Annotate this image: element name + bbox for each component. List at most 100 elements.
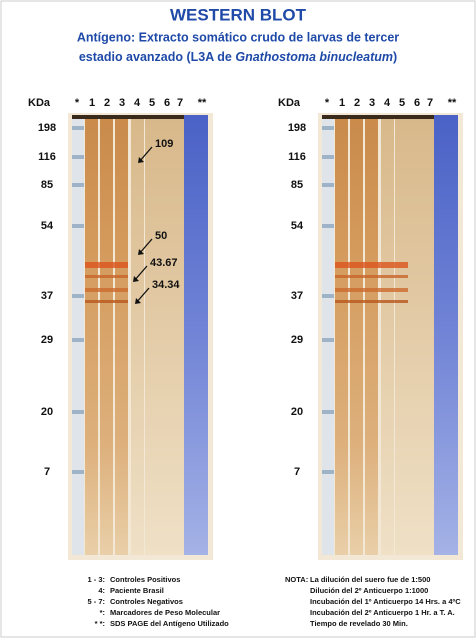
mw-label: 54 [291, 220, 304, 232]
subtitle-line: estadio avanzado (L3A de Gnathostoma bin… [79, 50, 397, 64]
band [85, 275, 128, 278]
lane-label: * [325, 97, 330, 109]
lane-label: 4 [134, 97, 141, 109]
marker-band [322, 338, 334, 342]
mw-label: 85 [41, 179, 53, 191]
band-annotation: 50 [155, 230, 167, 242]
band-annotation: 43.67 [150, 257, 178, 269]
band [85, 300, 128, 303]
mw-label: 116 [38, 151, 56, 163]
marker-band [322, 126, 334, 130]
marker-band [322, 155, 334, 159]
mw-label: 20 [41, 406, 53, 418]
band [335, 262, 408, 268]
unit-label: KDa [28, 97, 51, 109]
marker-lane [72, 115, 84, 555]
sds-lane [184, 115, 208, 555]
lane-label: 1 [89, 97, 95, 109]
arrow-head [138, 157, 144, 163]
marker-band [72, 294, 84, 298]
marker-band [322, 470, 334, 474]
mw-label: 198 [288, 122, 306, 134]
legend-text: Controles Negativos [110, 597, 183, 606]
mw-label: 29 [291, 334, 303, 346]
lane-label: 7 [177, 97, 183, 109]
lane-label: ** [198, 97, 207, 109]
legend-text: Controles Positivos [110, 575, 180, 584]
lane-label: 1 [339, 97, 345, 109]
legend-text: Paciente Brasil [110, 586, 164, 595]
subtitle-line: Antígeno: Extracto somático crudo de lar… [77, 30, 399, 44]
lane-label: 5 [149, 97, 155, 109]
arrow-head [133, 276, 139, 282]
lane-label: 4 [384, 97, 391, 109]
sample-lane [85, 115, 98, 555]
title: WESTERN BLOT [170, 5, 307, 24]
species: Gnathostoma binucleatum [235, 50, 393, 64]
legend-text: Marcadores de Peso Molecular [110, 608, 220, 617]
note-line: La dilución del suero fue de 1:500 [310, 575, 430, 584]
legend-key: *: [100, 608, 105, 617]
lane-label: ** [448, 97, 457, 109]
mw-label: 29 [41, 334, 53, 346]
lane-label: 2 [354, 97, 360, 109]
lane-label: * [75, 97, 80, 109]
note-line: Incubación del 1º Anticuerpo 14 Hrs. a 4… [310, 597, 461, 606]
mw-label: 54 [41, 220, 54, 232]
sample-lane [115, 115, 128, 555]
sample-lane [421, 115, 434, 555]
sample-lane [381, 115, 394, 555]
marker-band [72, 470, 84, 474]
mw-label: 20 [291, 406, 303, 418]
note-line: Tiempo de revelado 30 Min. [310, 619, 408, 628]
subtitle-part: estadio avanzado (L3A de [79, 50, 236, 64]
marker-band [322, 183, 334, 187]
band [85, 288, 128, 292]
band [85, 262, 128, 268]
sample-lane [171, 115, 184, 555]
top-band [72, 115, 184, 119]
legend-key: 4: [98, 586, 105, 595]
marker-band [322, 410, 334, 414]
sample-lane [408, 115, 421, 555]
sample-lane [395, 115, 408, 555]
note-label: NOTA: [285, 575, 308, 584]
mw-label: 116 [288, 151, 306, 163]
lane-label: 3 [369, 97, 375, 109]
unit-label: KDa [278, 97, 301, 109]
lane-label: 3 [119, 97, 125, 109]
sample-lane [145, 115, 158, 555]
marker-band [72, 224, 84, 228]
sample-lane [335, 115, 348, 555]
mw-label: 7 [294, 466, 300, 478]
band [335, 300, 408, 303]
legend-key: 5 - 7: [87, 597, 105, 606]
mw-label: 37 [41, 290, 53, 302]
mw-label: 37 [291, 290, 303, 302]
sample-lane [131, 115, 144, 555]
band [335, 275, 408, 278]
lane-label: 6 [414, 97, 420, 109]
note-line: Incubación del 2º Anticuerpo 1 Hr. a T. … [310, 608, 455, 617]
sample-lane [158, 115, 171, 555]
sample-lane [350, 115, 363, 555]
marker-band [72, 410, 84, 414]
note-line: Dilución del 2º Anticuerpo 1:1000 [310, 586, 428, 595]
band [335, 288, 408, 292]
lane-label: 5 [399, 97, 405, 109]
marker-band [72, 126, 84, 130]
band-annotation: 109 [155, 138, 173, 150]
subtitle-part: ) [393, 50, 397, 64]
blot-panel: KDa * 1 2 3 4 5 6 7 **198116855437292071095043.67… [28, 97, 213, 560]
arrow-head [138, 249, 144, 255]
lane-label: 6 [164, 97, 170, 109]
mw-label: 198 [38, 122, 56, 134]
mw-label: 7 [44, 466, 50, 478]
sds-lane [434, 115, 458, 555]
lane-label: 2 [104, 97, 110, 109]
marker-lane [322, 115, 334, 555]
legend-key: * *: [95, 619, 105, 628]
top-band [322, 115, 434, 119]
